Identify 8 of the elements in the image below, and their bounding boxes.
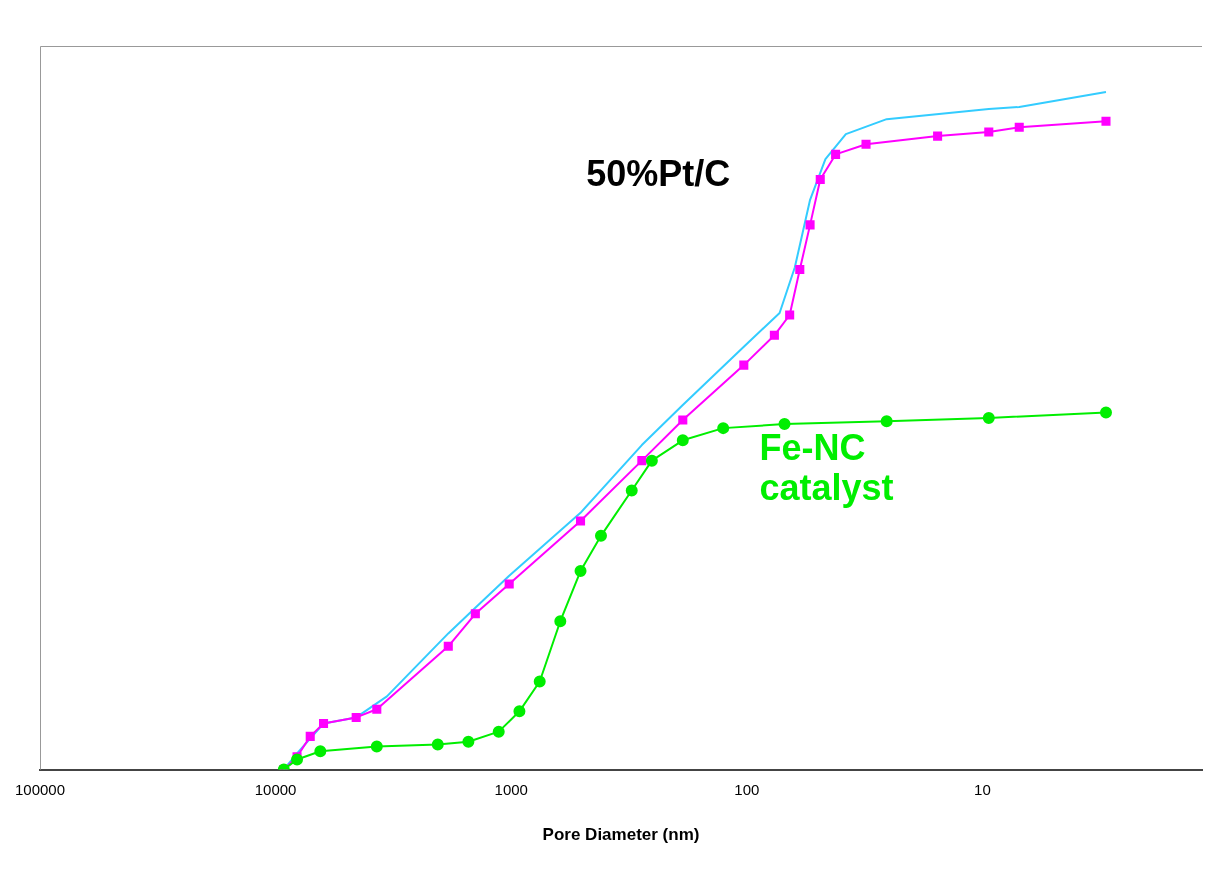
x-tick-label: 1000 xyxy=(494,780,528,798)
x-axis-title: Pore Diameter (nm) xyxy=(542,825,700,845)
x-tick-label: 100000 xyxy=(14,780,66,798)
x-tick-label: 10 xyxy=(974,780,991,798)
series-label: Fe-NC catalyst xyxy=(759,426,894,508)
x-tick-label: 100 xyxy=(734,780,760,798)
annotation: 50%Pt/C xyxy=(586,153,731,195)
x-tick-label: 10000 xyxy=(254,780,297,798)
